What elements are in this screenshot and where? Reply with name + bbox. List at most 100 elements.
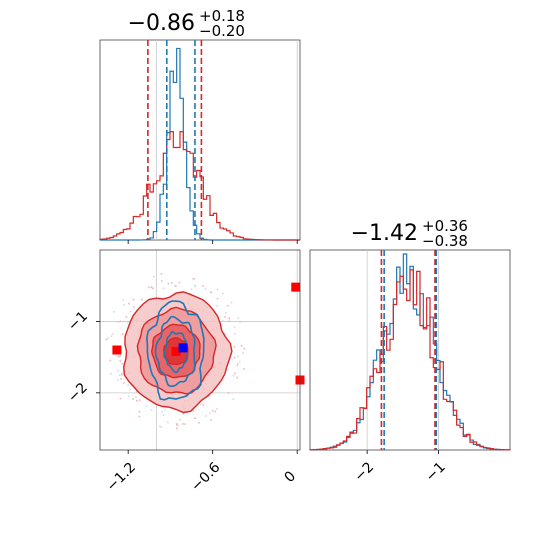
joint-scatter-point [128,302,130,305]
joint-marker-2 [178,343,188,353]
panel-marginal-x: −0.86 +0.18 −0.20 [99,7,301,244]
joint-scatter-point [215,304,218,307]
joint-scatter-point [118,374,121,376]
joint-scatter-point [208,395,211,397]
marginal-x-hist-series-0 [100,47,300,241]
marginal-y-xtick-label-1: −1 [423,459,449,485]
joint-scatter-point [136,399,138,402]
joint-scatter-point [140,298,143,301]
joint-scatter-point [152,275,155,278]
joint-scatter-point [117,355,120,358]
joint-scatter-point [194,284,196,287]
joint-scatter-point [128,395,130,398]
joint-scatter-point [236,363,239,365]
joint-scatter-point [182,423,184,425]
joint-scatter-point [202,285,204,287]
joint-scatter-point [148,286,150,289]
joint-scatter-point [162,287,165,290]
joint-scatter-point [138,410,141,413]
joint-scatter-point [119,360,122,362]
joint-scatter-point [236,355,239,358]
joint-scatter-point [152,287,154,290]
joint-scatter-point [135,390,138,393]
joint-scatter-point [175,285,177,287]
panel-marginal-y-title-sup: +0.36 [422,217,468,235]
joint-scatter-point [230,301,233,304]
joint-ytick-label-0: −1 [65,308,91,334]
joint-scatter-point [237,317,240,319]
joint-scatter-point [232,374,235,377]
panel-marginal-x-title-sup: +0.18 [199,7,245,25]
joint-scatter-point [164,409,167,412]
joint-scatter-point [125,316,128,318]
joint-scatter-point [150,286,153,289]
joint-scatter-point [192,409,195,412]
joint-scatter-point [232,398,235,400]
joint-scatter-point [216,297,219,300]
joint-scatter-point [127,321,129,324]
marginal-x-hist-series-1 [99,131,300,241]
joint-scatter-point [132,298,135,301]
joint-scatter-point [120,378,123,380]
joint-marker-0 [112,345,122,355]
joint-scatter-point [226,304,229,307]
joint-scatter-point [222,292,224,295]
joint-scatter-point [117,370,119,372]
joint-xtick-label-1: −0.6 [188,459,223,494]
joint-scatter-point [202,403,205,406]
joint-scatter-point [210,419,212,421]
joint-scatter-point [239,321,241,323]
joint-scatter-point [130,310,132,313]
joint-scatter-point [132,398,135,400]
joint-scatter-point [233,356,236,359]
joint-blue-contour-0 [146,300,205,401]
joint-scatter-point [121,333,124,335]
joint-scatter-point [233,345,236,348]
joint-scatter-point [159,425,161,428]
joint-scatter-point [132,305,135,308]
joint-scatter-point [123,382,125,384]
joint-scatter-point [160,280,163,282]
joint-scatter-point [167,282,170,285]
joint-scatter-point [129,388,131,391]
panel-marginal-y: −2 −1 −1.42 +0.36 −0.38 [309,217,511,485]
joint-scatter-point [190,288,193,291]
joint-scatter-point [228,317,231,319]
joint-scatter-point [110,335,113,338]
panel-marginal-x-title-main: −0.86 [128,11,195,36]
joint-scatter-point [192,277,195,280]
joint-scatter-point [225,312,227,314]
joint-scatter-point [194,417,196,419]
joint-scatter-point [214,410,217,413]
joint-marker-1 [171,346,181,356]
joint-scatter-point [221,324,223,327]
joint-scatter-point [117,321,120,324]
joint-scatter-point [199,403,202,406]
joint-scatter-point [127,384,129,387]
joint-scatter-point [193,277,196,280]
joint-scatter-point [211,409,214,412]
joint-scatter-point [138,415,141,418]
panel-marginal-x-title-sub: −0.20 [199,22,245,40]
joint-scatter-point [182,412,185,415]
joint-scatter-point [150,409,153,411]
joint-scatter-point [109,359,112,362]
joint-scatter-point [216,407,218,410]
joint-scatter-point [242,352,244,354]
joint-scatter-point [236,364,239,367]
joint-scatter-point [204,288,207,290]
joint-scatter-point [234,372,236,375]
joint-scatter-point [221,319,224,322]
joint-scatter-point [216,288,219,291]
joint-scatter-point [105,338,108,341]
joint-scatter-point [209,291,212,293]
panel-marginal-x-frame [99,39,301,241]
joint-scatter-point [228,319,231,321]
joint-scatter-point [135,396,137,398]
joint-scatter-point [121,373,123,376]
joint-scatter-point [176,423,178,426]
joint-xtick-label-0: −1.2 [104,459,139,494]
panel-joint-frame [99,249,301,451]
joint-scatter-point [123,304,126,306]
